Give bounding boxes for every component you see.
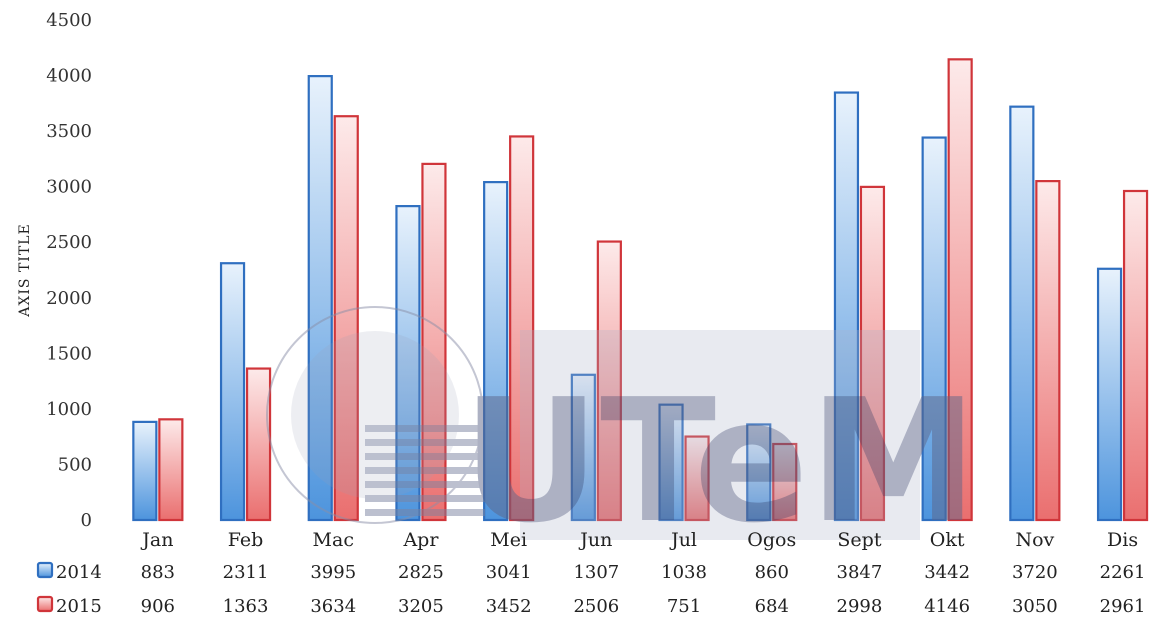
bar-2014-mac	[307, 75, 333, 522]
data-label: 1038	[661, 562, 707, 583]
data-label: 860	[755, 562, 789, 583]
data-label: 883	[141, 562, 175, 583]
category-label: Ogos	[747, 529, 796, 551]
logo-stripe	[365, 439, 485, 446]
y-tick-label: 2000	[46, 288, 92, 309]
bar-2014-jun	[570, 373, 596, 522]
bar-2015-dis	[1122, 189, 1149, 522]
data-label: 2961	[1100, 596, 1146, 617]
data-label: 3847	[837, 562, 883, 583]
x-axis-categories: Jan Feb Mac Apr Mei Jun Jul Ogos Sept Okt Nov Dis	[140, 529, 1138, 551]
logo-stripe	[365, 495, 485, 502]
bars-group	[132, 58, 1149, 522]
category-label: Jul	[669, 529, 697, 551]
logo-block	[520, 330, 920, 540]
data-label: 3634	[310, 596, 356, 617]
data-label: 751	[667, 596, 701, 617]
bar-2014-jul	[658, 403, 684, 522]
bar-2014-nov	[1009, 105, 1035, 522]
data-label: 684	[755, 596, 789, 617]
bar-2015-mei	[509, 135, 535, 522]
category-label: Jun	[578, 529, 612, 551]
data-label: 3442	[924, 562, 970, 583]
bar-2014-okt	[921, 136, 947, 522]
bar-2014-ogos	[746, 423, 772, 522]
logo-stripe	[365, 481, 485, 488]
logo-stripe	[365, 453, 485, 460]
y-tick-label: 500	[58, 454, 92, 475]
y-tick-label: 4000	[46, 66, 92, 87]
legend-label: 2015	[56, 596, 102, 617]
bar-2014-dis	[1096, 267, 1123, 522]
bar-2015-sept	[859, 185, 886, 522]
bar-2015-ogos	[772, 442, 798, 522]
category-label: Jan	[140, 529, 173, 551]
category-label: Feb	[228, 529, 264, 551]
bar-2014-mei	[483, 181, 509, 522]
watermark: UTeM	[266, 306, 978, 561]
category-label: Sept	[837, 529, 881, 551]
data-label: 3050	[1012, 596, 1058, 617]
category-label: Okt	[930, 529, 965, 551]
data-label: 2825	[398, 562, 444, 583]
category-label: Mei	[490, 529, 527, 551]
bar-2014-feb	[219, 262, 246, 522]
y-tick-label: 3000	[46, 177, 92, 198]
seal-ring	[266, 306, 484, 524]
data-label: 1363	[223, 596, 269, 617]
y-tick-label: 1500	[46, 343, 92, 364]
data-label: 2506	[573, 596, 619, 617]
legend-swatch-2014	[36, 561, 54, 579]
data-label: 3720	[1012, 562, 1058, 583]
data-label: 3452	[486, 596, 532, 617]
bar-2015-jul	[684, 435, 710, 522]
bar-2015-okt	[947, 58, 973, 522]
logo-stripe	[365, 425, 485, 432]
data-label: 3995	[310, 562, 356, 583]
data-label: 2311	[223, 562, 269, 583]
y-tick-label: 4500	[46, 10, 92, 31]
legend-label: 2014	[56, 562, 102, 583]
legend-swatch-2015	[36, 595, 54, 613]
logo-stripe	[365, 467, 485, 474]
bar-2014-sept	[833, 91, 860, 522]
data-table: 2014 883 2311 3995 2825 3041 1307 1038 860 3847 34…	[36, 561, 1146, 617]
data-label: 2998	[837, 596, 883, 617]
category-label: Mac	[313, 529, 354, 551]
bar-2014-jan	[132, 420, 158, 522]
y-tick-label: 3500	[46, 121, 92, 142]
data-label: 4146	[924, 596, 970, 617]
data-label: 906	[141, 596, 175, 617]
bar-2015-nov	[1035, 180, 1061, 522]
data-label: 3041	[486, 562, 532, 583]
y-axis-ticks: 0 500 1000 1500 2000 2500 3000 3500 4000 4500	[46, 10, 92, 531]
data-label: 1307	[573, 562, 619, 583]
bar-2015-feb	[245, 367, 272, 522]
logo-stripe	[365, 509, 485, 516]
bar-2015-jun	[596, 240, 622, 522]
bar-2015-jan	[158, 418, 184, 522]
data-label: 3205	[398, 596, 444, 617]
category-label: Apr	[402, 529, 439, 551]
y-axis-title: AXIS TITLE	[17, 223, 33, 317]
logo-text: UTeM	[462, 363, 978, 561]
data-label: 2261	[1100, 562, 1146, 583]
category-label: Nov	[1015, 529, 1054, 551]
y-tick-label: 1000	[46, 399, 92, 420]
y-tick-label: 0	[81, 510, 92, 531]
y-tick-label: 2500	[46, 232, 92, 253]
category-label: Dis	[1107, 529, 1138, 551]
